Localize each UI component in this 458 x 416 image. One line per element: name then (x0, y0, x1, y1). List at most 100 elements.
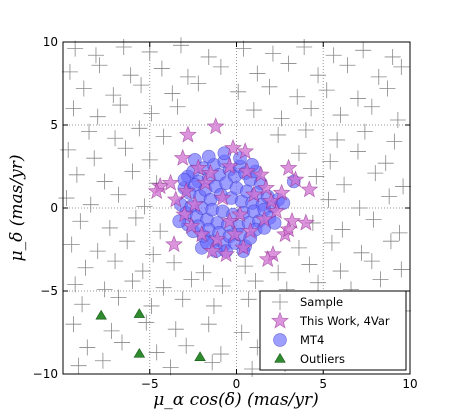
sample-point (169, 98, 186, 115)
this-work-point (220, 157, 239, 175)
sample-point (166, 254, 183, 271)
sample-point (214, 278, 231, 295)
mt4-point (177, 172, 192, 187)
sample-point (82, 196, 99, 213)
sample-point (103, 322, 120, 339)
this-work-point (185, 195, 204, 213)
sample-point (264, 45, 281, 62)
this-work-point (161, 173, 180, 191)
sample-point (124, 273, 141, 290)
sample-point (86, 150, 103, 167)
sample-point (110, 186, 127, 203)
sample-point (365, 211, 382, 228)
sample-point (310, 274, 327, 291)
sample-point (235, 40, 252, 57)
sample-point (119, 233, 136, 250)
sample-point (58, 190, 75, 207)
legend-box (259, 290, 407, 371)
sample-point (249, 65, 266, 82)
sample-point (261, 78, 278, 95)
sample-point (367, 165, 384, 182)
sample-point (70, 357, 87, 374)
sample-point (141, 151, 158, 168)
legend-label: Sample (300, 295, 343, 309)
sample-point (270, 126, 287, 143)
sample-point (381, 188, 398, 205)
sample-point (152, 223, 169, 240)
series-outliers (95, 308, 206, 361)
sample-point (323, 234, 340, 251)
sample-point (67, 276, 84, 293)
sample-point (332, 263, 349, 280)
sample-point (113, 334, 130, 351)
sample-point (183, 271, 200, 288)
sample-point (247, 273, 264, 290)
legend-marker-triangle (274, 352, 286, 363)
sample-point (190, 75, 207, 92)
sample-point (353, 244, 370, 261)
this-work-point (230, 205, 249, 223)
this-work-point (237, 161, 256, 180)
this-work-point (256, 178, 276, 196)
y-axis-label: μ_δ (mas/yr) (7, 155, 27, 262)
sample-point (393, 58, 410, 75)
this-work-point (258, 249, 277, 268)
sample-point (320, 191, 337, 208)
this-work-point (173, 148, 192, 166)
sample-point (200, 316, 217, 333)
sample-point (391, 224, 408, 241)
sample-point (386, 133, 403, 150)
legend-label: MT4 (300, 333, 324, 347)
this-work-point (241, 221, 260, 239)
sample-point (145, 246, 162, 263)
sample-point (131, 120, 148, 137)
sample-point (372, 271, 389, 288)
sample-point (179, 68, 196, 85)
sample-point (178, 337, 195, 354)
sample-point (138, 314, 155, 331)
this-work-point (224, 138, 243, 156)
sample-point (370, 68, 387, 85)
outlier-point (133, 308, 146, 318)
sample-point (212, 346, 229, 363)
sample-point (127, 209, 144, 226)
sample-point (174, 291, 191, 308)
axis-ticks: −5 0 5 10 −10 −5 0 5 10 (33, 35, 418, 391)
sample-point (143, 297, 160, 314)
sample-point (63, 236, 80, 253)
sample-point (164, 85, 181, 102)
y-tick-label: 0 (50, 201, 58, 215)
sample-point (377, 155, 394, 172)
this-work-point (296, 213, 315, 231)
sample-point (336, 176, 353, 193)
outlier-point (133, 347, 146, 358)
sample-point (273, 110, 290, 127)
sample-point (334, 221, 351, 238)
sample-point (167, 321, 184, 338)
sample-point (363, 98, 380, 115)
sample-point (349, 90, 366, 107)
this-work-point (201, 163, 220, 181)
mt4-point (201, 149, 216, 164)
sample-point (290, 145, 307, 162)
sample-point (110, 289, 127, 306)
sample-point (363, 253, 380, 270)
sample-point (205, 297, 222, 314)
this-work-point (192, 225, 211, 243)
this-work-point (279, 220, 298, 238)
sample-point (351, 200, 368, 216)
sample-point (297, 121, 314, 138)
sample-point (245, 102, 262, 119)
sample-point (94, 352, 111, 369)
legend-marker-plus (272, 294, 288, 310)
this-work-point (196, 173, 215, 191)
sample-point (356, 123, 373, 140)
this-work-point (220, 211, 239, 229)
this-work-point (279, 158, 298, 176)
sample-point (329, 131, 346, 148)
this-work-point (282, 211, 302, 229)
sample-point (195, 264, 212, 281)
this-work-point (251, 165, 270, 183)
sample-point (68, 166, 85, 183)
